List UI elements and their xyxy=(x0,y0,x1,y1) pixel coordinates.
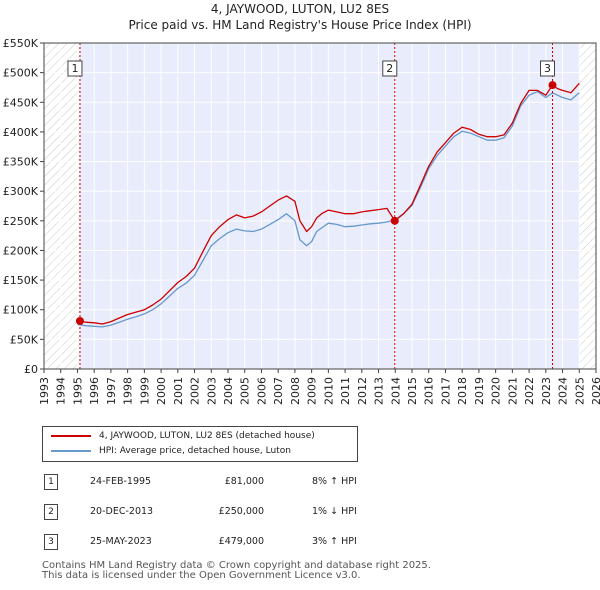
x-tick-label: 2005 xyxy=(239,377,252,405)
sale-marker-box xyxy=(382,60,398,77)
y-tick-label: £400K xyxy=(3,126,39,139)
chart-subtitle: Price paid vs. HM Land Registry's House … xyxy=(128,18,472,32)
footer: Contains HM Land Registry data © Crown c… xyxy=(42,561,431,581)
legend-item-property: 4, JAYWOOD, LUTON, LU2 8ES (detached hou… xyxy=(51,429,315,443)
x-tick-label: 2013 xyxy=(373,377,386,405)
sale-marker-box xyxy=(67,60,83,77)
y-tick-label: £150K xyxy=(3,274,39,287)
sale-price: £479,000 xyxy=(218,536,264,547)
x-tick-label: 2016 xyxy=(423,377,436,405)
chart-title: 4, JAYWOOD, LUTON, LU2 8ES xyxy=(210,2,390,16)
x-tick-label: 2004 xyxy=(222,377,235,405)
sale-marker-label: 1 xyxy=(71,62,78,75)
x-tick-label: 2014 xyxy=(389,377,402,405)
x-tick-label: 1997 xyxy=(105,377,118,405)
sale-marker-label: 2 xyxy=(386,62,393,75)
legend-swatch-hpi xyxy=(51,450,91,452)
sale-marker-box xyxy=(540,60,556,77)
sale-hpi-diff: 3% ↑ HPI xyxy=(312,536,357,547)
x-tick-label: 2007 xyxy=(272,377,285,405)
y-tick-label: £200K xyxy=(3,244,39,257)
footer-licence: This data is licensed under the Open Gov… xyxy=(42,570,361,581)
plot-border xyxy=(43,42,597,370)
x-tick-label: 2021 xyxy=(506,377,519,405)
x-tick-label: 1993 xyxy=(38,377,51,405)
x-tick-label: 1999 xyxy=(138,377,151,405)
y-tick-label: £100K xyxy=(3,304,39,317)
x-tick-label: 2025 xyxy=(573,377,586,405)
sale-marker-label: 3 xyxy=(544,62,551,75)
series-line-hpi xyxy=(77,90,580,328)
x-tick-label: 2023 xyxy=(540,377,553,405)
x-tick-label: 1995 xyxy=(71,377,84,405)
legend-label-property: 4, JAYWOOD, LUTON, LU2 8ES (detached hou… xyxy=(99,431,315,441)
legend-swatch-property xyxy=(51,435,91,437)
x-tick-label: 2024 xyxy=(557,377,570,405)
x-tick-label: 2011 xyxy=(339,377,352,405)
x-tick-label: 2002 xyxy=(189,377,202,405)
sale-number-badge: 2 xyxy=(44,504,58,520)
y-tick-label: £500K xyxy=(3,67,39,80)
x-tick-label: 2003 xyxy=(205,377,218,405)
y-tick-label: £0 xyxy=(24,363,38,376)
y-tick-label: £300K xyxy=(3,185,39,198)
x-tick-label: 2018 xyxy=(456,377,469,405)
pre-data-hatch xyxy=(44,43,80,369)
sale-point xyxy=(75,316,84,325)
sale-price: £250,000 xyxy=(218,506,264,517)
x-tick-label: 2009 xyxy=(306,377,319,405)
x-tick-label: 2026 xyxy=(590,377,600,405)
sales-table: 1 24-FEB-1995 £81,000 8% ↑ HPI 2 20-DEC-… xyxy=(42,474,462,564)
sale-number-badge: 3 xyxy=(44,534,58,550)
x-tick-label: 2022 xyxy=(523,377,536,405)
x-tick-label: 2012 xyxy=(356,377,369,405)
legend: 4, JAYWOOD, LUTON, LU2 8ES (detached hou… xyxy=(42,426,358,462)
x-tick-label: 2010 xyxy=(322,377,335,405)
footer-copyright: Contains HM Land Registry data © Crown c… xyxy=(42,560,431,571)
sale-row: 3 25-MAY-2023 £479,000 3% ↑ HPI xyxy=(42,534,462,564)
series-line-property xyxy=(79,82,580,325)
y-tick-label: £350K xyxy=(3,156,39,169)
price-chart: 1 2 3 £0 £50K £100K £150K £200K £250K £300K £350K… xyxy=(3,37,600,405)
sale-price: £81,000 xyxy=(224,476,264,487)
sale-point xyxy=(390,216,399,225)
sale-date: 20-DEC-2013 xyxy=(90,506,154,517)
sale-date: 24-FEB-1995 xyxy=(90,476,152,487)
legend-label-hpi: HPI: Average price, detached house, Luto… xyxy=(99,446,291,456)
sale-hpi-diff: 1% ↓ HPI xyxy=(312,506,357,517)
sale-row: 2 20-DEC-2013 £250,000 1% ↓ HPI xyxy=(42,504,462,534)
x-tick-label: 2019 xyxy=(473,377,486,405)
x-tick-label: 2000 xyxy=(155,377,168,405)
x-tick-label: 2017 xyxy=(439,377,452,405)
y-tick-label: £550K xyxy=(3,37,39,50)
sale-row: 1 24-FEB-1995 £81,000 8% ↑ HPI xyxy=(42,474,462,504)
sale-point xyxy=(548,81,557,90)
ownership-region xyxy=(79,43,580,369)
sale-hpi-diff: 8% ↑ HPI xyxy=(312,476,357,487)
sale-number-badge: 1 xyxy=(44,474,58,490)
x-tick-label: 2006 xyxy=(255,377,268,405)
sale-date: 25-MAY-2023 xyxy=(90,536,152,547)
y-tick-label: £50K xyxy=(10,333,39,346)
y-tick-label: £250K xyxy=(3,215,39,228)
legend-item-hpi: HPI: Average price, detached house, Luto… xyxy=(51,444,291,458)
future-hatch xyxy=(579,43,596,369)
x-tick-label: 1994 xyxy=(55,377,68,405)
x-tick-label: 2001 xyxy=(172,377,185,405)
y-tick-label: £450K xyxy=(3,96,39,109)
x-tick-label: 1998 xyxy=(122,377,135,405)
x-tick-label: 2020 xyxy=(490,377,503,405)
x-tick-label: 2008 xyxy=(289,377,302,405)
x-tick-label: 1996 xyxy=(88,377,101,405)
x-tick-label: 2015 xyxy=(406,377,419,405)
